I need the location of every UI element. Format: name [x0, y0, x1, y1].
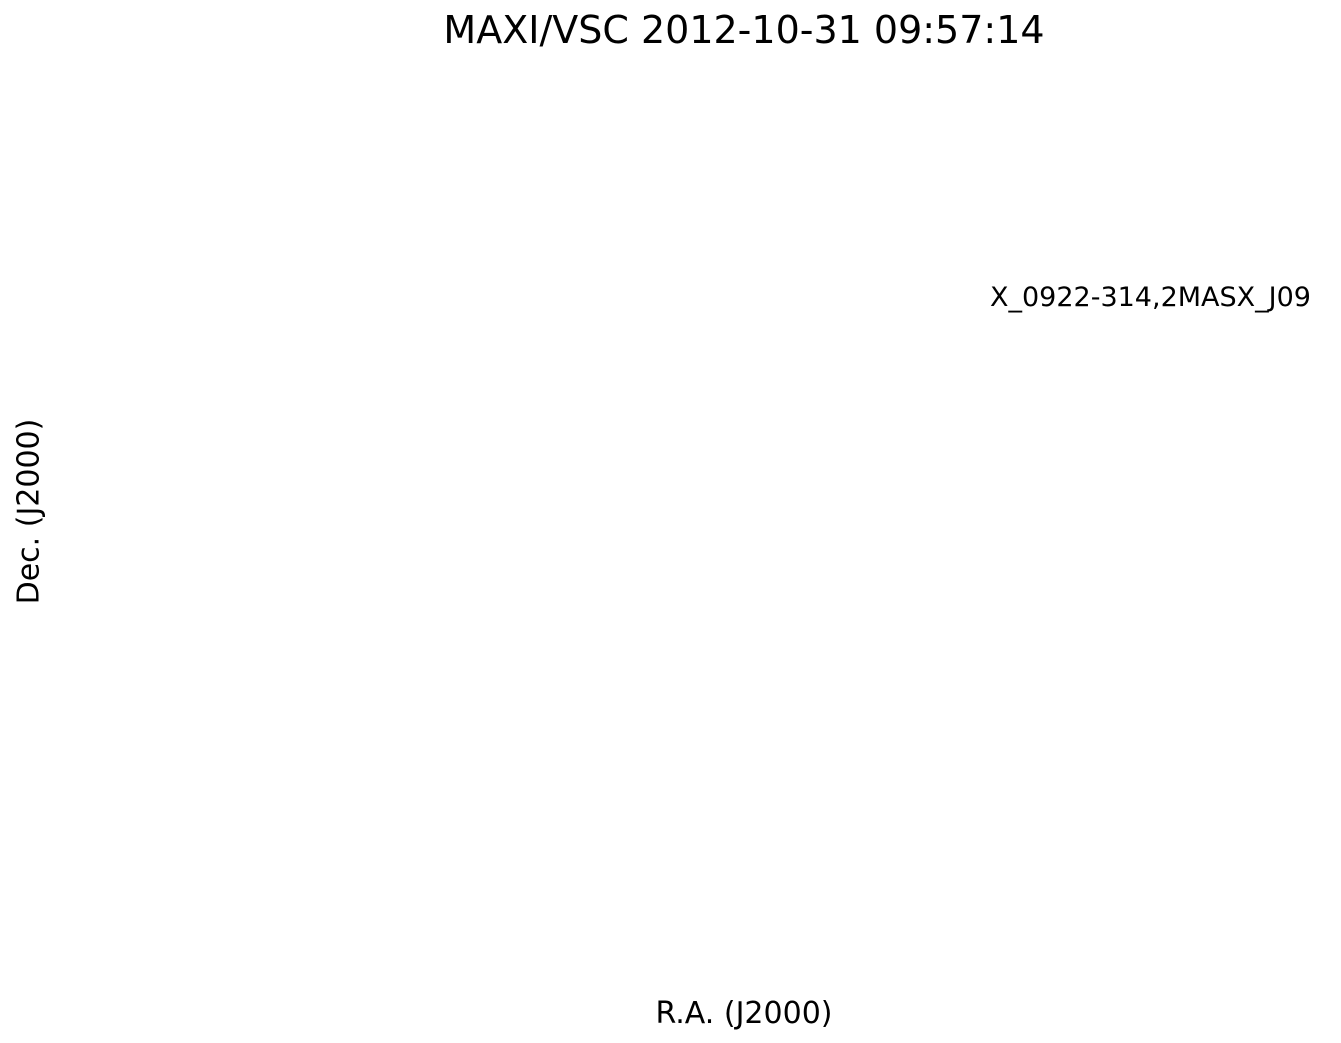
y-axis-label: Dec. (J2000): [11, 418, 47, 605]
x-axis-label: R.A. (J2000): [655, 996, 833, 1031]
figure-title: MAXI/VSC 2012-10-31 09:57:14: [443, 8, 1045, 52]
